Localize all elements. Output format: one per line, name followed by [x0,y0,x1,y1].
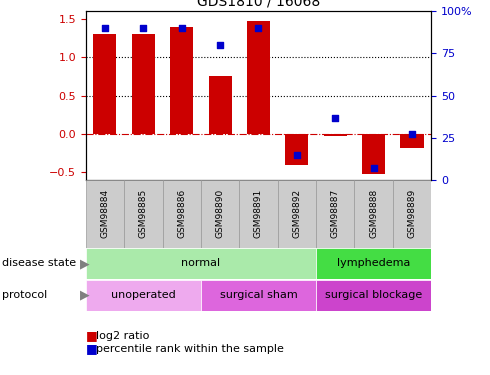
Bar [324,134,347,135]
Text: GSM98887: GSM98887 [331,189,340,238]
Text: GSM98885: GSM98885 [139,189,148,238]
Point [216,42,224,48]
Bar [201,180,239,248]
Text: GSM98890: GSM98890 [216,189,224,238]
Bar [239,180,278,248]
Text: ■: ■ [86,329,98,342]
Text: GSM98888: GSM98888 [369,189,378,238]
Bar [94,34,117,134]
Text: lymphedema: lymphedema [337,258,410,268]
Bar [86,248,316,279]
Text: GSM98884: GSM98884 [100,189,109,238]
Text: normal: normal [181,258,221,268]
Bar [209,76,232,134]
Point [370,165,378,171]
Text: disease state: disease state [2,258,76,268]
Point [101,25,109,31]
Bar [170,27,193,134]
Text: surgical blockage: surgical blockage [325,290,422,300]
Text: percentile rank within the sample: percentile rank within the sample [96,344,283,354]
Bar [316,248,431,279]
Text: ■: ■ [86,342,98,355]
Bar [247,21,270,134]
Bar [132,34,155,134]
Bar [354,180,393,248]
Point [408,132,416,138]
Text: GSM98886: GSM98886 [177,189,186,238]
Bar [285,134,308,165]
Bar [163,180,201,248]
Text: GSM98892: GSM98892 [293,189,301,238]
Bar [86,280,201,310]
Point [331,115,339,121]
Point [255,25,263,31]
Text: GSM98891: GSM98891 [254,189,263,238]
Bar [278,180,316,248]
Text: log2 ratio: log2 ratio [96,331,149,340]
Bar [124,180,163,248]
Bar [201,280,316,310]
Bar [400,134,423,148]
Text: ▶: ▶ [80,257,90,270]
Point [293,152,301,158]
Point [139,25,147,31]
Bar [86,180,124,248]
Text: surgical sham: surgical sham [220,290,297,300]
Bar [316,280,431,310]
Bar [393,180,431,248]
Point [178,25,186,31]
Text: ▶: ▶ [80,289,90,302]
Bar [316,180,354,248]
Text: protocol: protocol [2,290,48,300]
Text: unoperated: unoperated [111,290,176,300]
Title: GDS1810 / 16068: GDS1810 / 16068 [197,0,320,9]
Bar [362,134,385,174]
Text: GSM98889: GSM98889 [408,189,416,238]
